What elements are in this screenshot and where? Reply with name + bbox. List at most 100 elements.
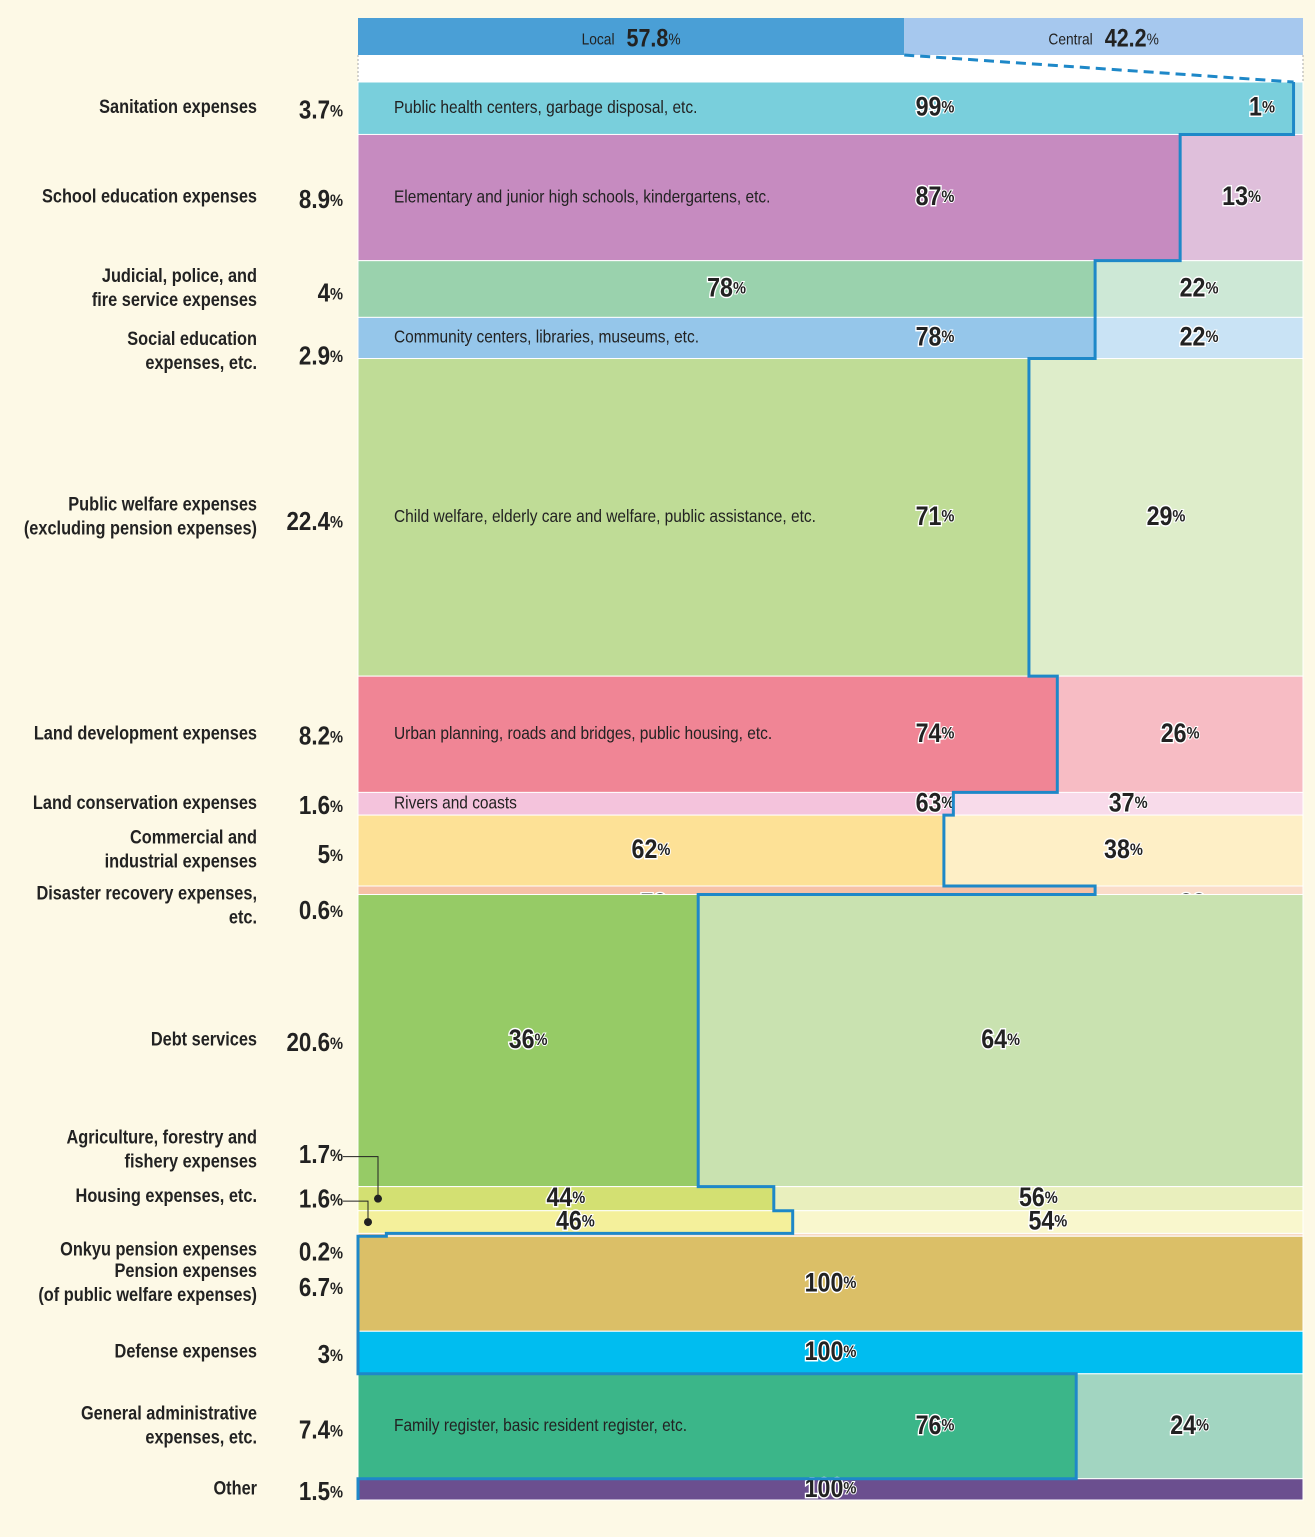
share-number: 0.6 — [299, 897, 330, 926]
value-number: 56 — [1019, 1182, 1045, 1212]
central-segment — [1094, 260, 1304, 318]
row-name: expenses, etc. — [145, 1426, 257, 1447]
total-unit: % — [668, 30, 680, 48]
leader-line — [343, 1156, 379, 1199]
share-unit: % — [330, 847, 343, 865]
central-value-label: 22% — [1180, 321, 1219, 351]
value-unit: % — [941, 1417, 954, 1435]
value-unit: % — [733, 280, 746, 298]
description: Family register, basic resident register… — [394, 1415, 687, 1435]
row-share: 8.2% — [299, 723, 343, 752]
value-unit: % — [941, 188, 954, 206]
value-number: 29 — [1147, 501, 1173, 531]
value-unit: % — [1172, 508, 1185, 526]
share-number: 1.7 — [299, 1141, 330, 1170]
value-unit: % — [1196, 1417, 1209, 1435]
row-share: 1.7% — [299, 1141, 343, 1170]
row-name: Social education — [127, 328, 257, 349]
central-value-label: 64% — [981, 1024, 1020, 1054]
share-unit: % — [330, 1484, 343, 1502]
local-value-label: 36% — [509, 1024, 548, 1054]
central-segment — [1056, 675, 1304, 793]
value-unit: % — [843, 1343, 856, 1361]
value-number: 1 — [1249, 92, 1262, 122]
local-segment — [357, 675, 1058, 793]
row-share: 0.2% — [299, 1239, 343, 1268]
value-number: 87 — [916, 181, 942, 211]
row-name: fishery expenses — [125, 1151, 258, 1172]
row-name: Sanitation expenses — [99, 96, 257, 117]
row-share: 6.7% — [299, 1274, 343, 1303]
share-unit: % — [330, 1245, 343, 1263]
row-name: Defense expenses — [115, 1340, 258, 1361]
value-number: 24 — [1170, 1410, 1196, 1440]
row-share: 2.9% — [299, 342, 343, 371]
total-name: Central — [1048, 30, 1092, 48]
value-unit: % — [843, 1480, 856, 1498]
description: Elementary and junior high schools, kind… — [394, 186, 770, 206]
central-value-label: 29% — [1147, 501, 1186, 531]
central-segment — [1094, 316, 1304, 360]
share-number: 4 — [318, 279, 331, 308]
value-number: 100 — [805, 1336, 844, 1366]
share-unit: % — [330, 1423, 343, 1441]
central-segment — [943, 814, 1304, 887]
value-unit: % — [941, 508, 954, 526]
row-name: General administrative — [81, 1402, 257, 1423]
value-unit: % — [582, 1213, 595, 1231]
local-value-label: 46% — [556, 1206, 595, 1236]
value-number: 78 — [707, 273, 733, 303]
description: Rivers and coasts — [394, 792, 517, 812]
row-share: 3% — [318, 1341, 343, 1370]
leader-dot — [364, 1218, 372, 1227]
value-unit: % — [1045, 1189, 1058, 1207]
value-unit: % — [941, 794, 954, 812]
central-value-label: 56% — [1019, 1182, 1058, 1212]
row-name: Public welfare expenses — [68, 493, 257, 514]
value-unit: % — [941, 725, 954, 743]
value-number: 64 — [981, 1024, 1007, 1054]
share-number: 1.6 — [299, 792, 330, 821]
row-name: Debt services — [151, 1028, 257, 1049]
value-number: 99 — [916, 92, 942, 122]
share-unit: % — [330, 348, 343, 366]
row-name: Judicial, police, and — [102, 265, 257, 286]
central-segment — [1179, 133, 1304, 262]
divider-dash — [904, 53, 1294, 84]
central-value-label: 38% — [1104, 834, 1143, 864]
central-value-label: 100% — [805, 1336, 857, 1366]
row-share: 0.6% — [299, 897, 343, 926]
row-name: Land conservation expenses — [33, 792, 257, 813]
value-unit: % — [1205, 328, 1218, 346]
share-unit: % — [330, 1192, 343, 1210]
value-unit: % — [572, 1189, 585, 1207]
total-label: Central 42.2% — [1048, 24, 1158, 52]
value-number: 63 — [916, 787, 942, 817]
local-segment — [357, 81, 1295, 135]
value-unit: % — [941, 328, 954, 346]
central-segment — [1075, 1373, 1304, 1480]
total-label: Local 57.8% — [582, 24, 681, 52]
share-number: 0.2 — [299, 1239, 330, 1268]
central-segment — [697, 894, 1304, 1188]
value-number: 38 — [1104, 834, 1130, 864]
share-unit: % — [330, 192, 343, 210]
value-unit: % — [941, 99, 954, 117]
total-bar — [358, 18, 905, 55]
central-segment — [357, 1330, 1304, 1375]
description: Public health centers, garbage disposal,… — [394, 97, 697, 117]
share-number: 2.9 — [299, 342, 330, 371]
row-name: Commercial and — [130, 826, 257, 847]
value-number: 74 — [916, 718, 942, 748]
share-number: 7.4 — [299, 1417, 331, 1446]
local-value-label: 78% — [707, 273, 746, 303]
row-share: 4% — [318, 279, 343, 308]
local-segment — [357, 260, 1096, 318]
share-unit: % — [330, 903, 343, 921]
value-unit: % — [1054, 1213, 1067, 1231]
share-unit: % — [330, 1347, 343, 1365]
row-name: School education expenses — [42, 185, 257, 206]
row-share: 1.6% — [299, 1185, 343, 1214]
value-unit: % — [843, 1274, 856, 1292]
